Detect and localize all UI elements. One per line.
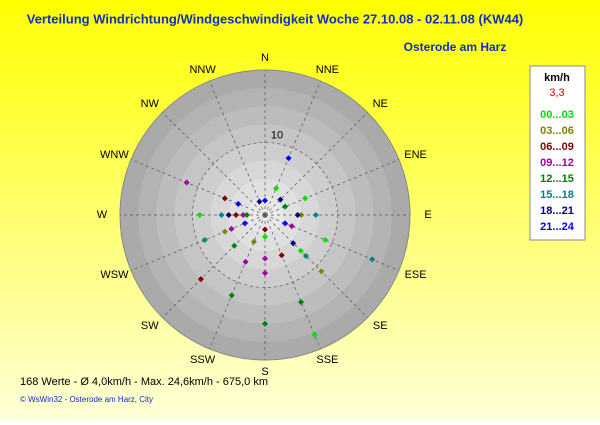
direction-label: SSW [190, 354, 216, 366]
data-point [183, 179, 190, 186]
data-point [278, 252, 285, 259]
footer: 168 Werte - Ø 4,0km/h - Max. 24,6km/h - … [20, 376, 268, 388]
data-point [285, 155, 292, 162]
data-point [196, 212, 203, 218]
data-point [233, 212, 239, 218]
direction-label: N [261, 52, 269, 64]
data-point [262, 226, 268, 233]
direction-label: WSW [100, 269, 129, 281]
data-point [218, 212, 225, 218]
data-point [262, 255, 268, 262]
data-point [277, 196, 284, 203]
r-tick-label: 10 [271, 129, 283, 141]
data-point [318, 268, 325, 275]
data-point [288, 223, 295, 230]
chart-title: Verteilung Windrichtung/Windgeschwindigk… [27, 11, 524, 26]
legend-entry: 21...24 [540, 221, 575, 233]
spoke [264, 214, 400, 271]
data-point [298, 299, 305, 306]
direction-label: ESE [405, 269, 427, 281]
data-point [235, 200, 242, 207]
legend-entry: 09...12 [540, 157, 574, 169]
data-point [369, 256, 376, 263]
data-point [231, 242, 238, 249]
legend-entry: 00...03 [540, 109, 574, 121]
direction-label: W [97, 209, 108, 221]
data-point [240, 212, 247, 218]
legend-entry: 03...06 [540, 125, 574, 137]
data-point [225, 212, 232, 218]
grid-circle [192, 142, 338, 288]
data-point [294, 212, 301, 218]
direction-label: NE [373, 98, 388, 110]
legend-entry: 06...09 [540, 141, 574, 153]
data-point [256, 198, 263, 205]
direction-label: NNW [189, 64, 216, 76]
data-point [282, 220, 289, 227]
legend-entry: 12...15 [540, 173, 574, 185]
spoke [264, 80, 321, 216]
data-point [311, 331, 318, 338]
chart-subtitle: Osterode am Harz [404, 40, 507, 54]
direction-label: ENE [404, 149, 427, 161]
direction-label: NNE [316, 64, 339, 76]
data-point [250, 238, 257, 245]
direction-label: E [424, 209, 431, 221]
direction-label: WNW [100, 149, 129, 161]
direction-label: S [261, 366, 268, 378]
data-point [282, 203, 289, 210]
legend-calm: 3,3 [549, 87, 564, 99]
data-point [242, 258, 249, 265]
data-point [221, 195, 228, 202]
data-point [197, 276, 204, 283]
data-point [262, 320, 268, 327]
data-point [241, 220, 248, 227]
data-point [221, 228, 228, 235]
data-point [262, 270, 268, 276]
data-point [312, 212, 319, 218]
copyright: © WsWin32 - Osterode am Harz, City [20, 395, 153, 404]
data-point [303, 253, 310, 260]
data-point [201, 236, 208, 243]
data-point [290, 240, 297, 247]
data-point [243, 212, 250, 218]
legend-entry: 15...18 [540, 189, 574, 201]
direction-label: SSE [316, 354, 338, 366]
data-point [322, 236, 329, 243]
spoke [130, 159, 266, 216]
data-point [298, 212, 305, 218]
data-point [273, 185, 280, 192]
legend-box [529, 65, 586, 241]
data-point [262, 197, 268, 204]
direction-label: SE [373, 320, 388, 332]
data-point [228, 225, 235, 232]
data-point [228, 292, 235, 299]
direction-label: SW [141, 320, 159, 332]
legend-title: km/h [544, 72, 570, 84]
spoke [209, 214, 266, 350]
data-point [297, 247, 304, 254]
data-point [302, 195, 309, 202]
direction-label: NW [141, 98, 160, 110]
data-point [262, 233, 268, 240]
legend-entry: 18...21 [540, 205, 574, 217]
